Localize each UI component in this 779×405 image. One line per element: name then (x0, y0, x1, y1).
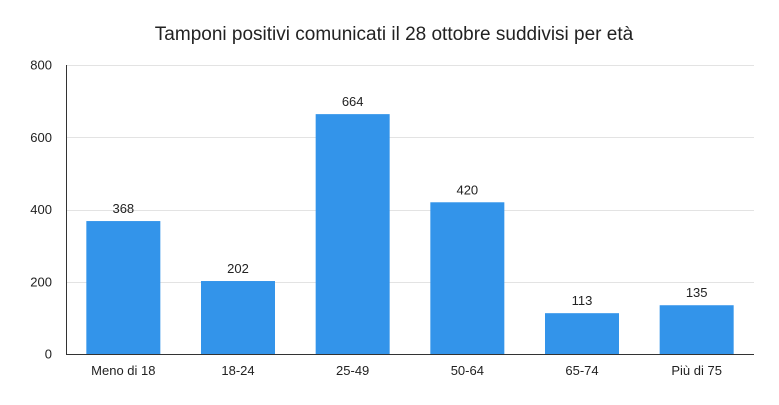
chart-title: Tamponi positivi comunicati il 28 ottobr… (155, 24, 634, 45)
y-tick-label: 200 (30, 274, 52, 289)
x-tick-label-5: 65-74 (565, 363, 598, 378)
data-label-1: 368 (112, 201, 134, 216)
data-labels: 368 202 664 420 113 135 (112, 94, 707, 308)
bar-2 (201, 281, 275, 354)
data-label-2: 202 (227, 261, 249, 276)
data-label-4: 420 (456, 182, 478, 197)
y-axis-ticks: 0 200 400 600 800 (30, 58, 52, 362)
x-tick-label-1: Meno di 18 (91, 363, 155, 378)
data-label-3: 664 (342, 94, 364, 109)
bars (86, 114, 734, 354)
gridlines (66, 65, 754, 283)
data-label-5: 113 (572, 293, 593, 308)
y-tick-label: 400 (30, 202, 52, 217)
x-tick-label-2: 18-24 (221, 363, 254, 378)
bar-5 (545, 313, 619, 354)
x-tick-label-4: 50-64 (451, 363, 484, 378)
bar-4 (430, 202, 505, 354)
bar-1 (86, 221, 161, 354)
bar-6 (659, 305, 734, 354)
x-tick-label-6: Più di 75 (671, 363, 722, 378)
x-tick-label-3: 25-49 (336, 363, 369, 378)
y-tick-label: 800 (30, 58, 52, 73)
y-tick-label: 0 (45, 347, 52, 362)
bar-3 (315, 114, 390, 354)
y-tick-label: 600 (30, 130, 52, 145)
x-axis-ticks: Meno di 18 18-24 25-49 50-64 65-74 Più di 75 (91, 363, 722, 378)
data-label-6: 135 (686, 285, 708, 300)
